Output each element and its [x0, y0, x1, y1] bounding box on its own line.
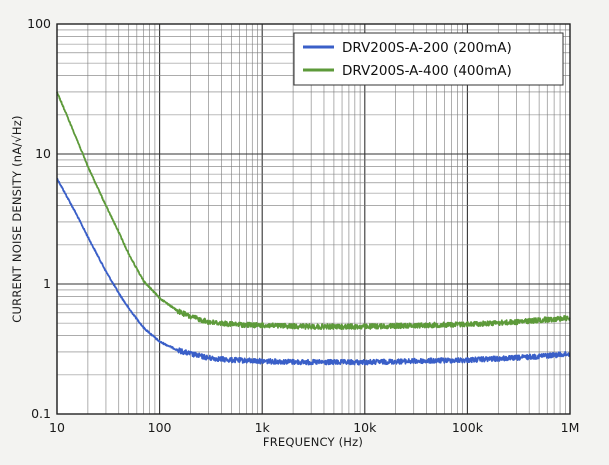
x-tick-label: 10k — [353, 420, 377, 435]
x-tick-label: 100 — [148, 420, 172, 435]
plot-area — [57, 24, 570, 414]
legend: DRV200S-A-200 (200mA) DRV200S-A-400 (400… — [293, 32, 564, 86]
legend-label-drv200s-a-200: DRV200S-A-200 (200mA) — [342, 40, 512, 56]
y-axis-title: CURRENT NOISE DENSITY (nA/√Hz) — [10, 115, 24, 322]
y-tick-label: 0.1 — [31, 406, 51, 421]
legend-box — [293, 32, 564, 86]
series-layer — [56, 91, 571, 366]
y-tick-label: 100 — [27, 16, 51, 31]
x-tick-label: 1k — [255, 420, 271, 435]
axis-ticks: 10 100 1k 10k 100k 1M 0.1 1 10 100 — [27, 16, 579, 435]
x-tick-label: 1M — [561, 420, 580, 435]
series-line-drv200s-a-400 — [56, 91, 571, 331]
y-tick-label: 1 — [43, 276, 51, 291]
series-line-drv200s-a-200 — [56, 177, 571, 366]
grid-lines — [56, 24, 570, 415]
y-tick-label: 10 — [35, 146, 51, 161]
legend-label-drv200s-a-400: DRV200S-A-400 (400mA) — [342, 63, 512, 79]
plot-frame — [56, 23, 571, 415]
x-axis-title: FREQUENCY (Hz) — [263, 435, 363, 449]
x-tick-label: 100k — [452, 420, 484, 435]
x-tick-label: 10 — [49, 420, 65, 435]
